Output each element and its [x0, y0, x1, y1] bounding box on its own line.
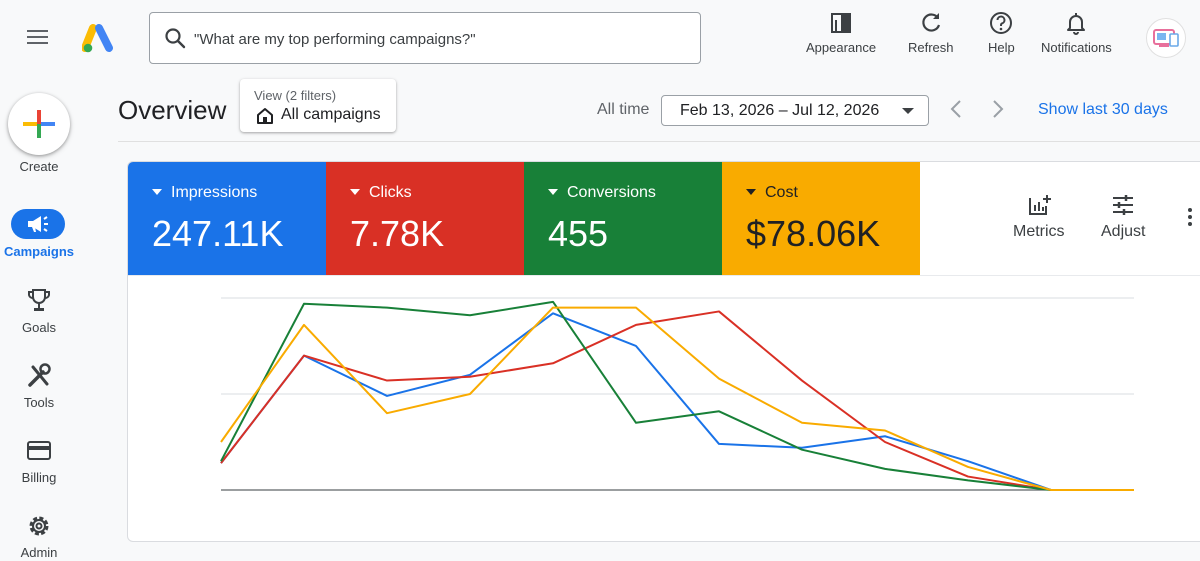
tools-label: Tools — [23, 395, 55, 410]
notifications-label: Notifications — [1041, 40, 1112, 55]
card-separator — [128, 275, 1200, 276]
metric-label: Clicks — [350, 184, 412, 202]
metric-value: 7.78K — [350, 213, 445, 254]
metric-label: Impressions — [152, 184, 257, 202]
range-label: All time — [597, 101, 650, 118]
metric-tile-cost[interactable]: Cost $78.06K — [722, 162, 920, 275]
performance-line-chart — [220, 297, 1134, 491]
series-line-1[interactable] — [220, 312, 1134, 491]
search-bar[interactable] — [149, 12, 701, 64]
menu-icon-bar — [27, 36, 48, 38]
page-title: Overview — [118, 95, 227, 125]
home-icon — [257, 108, 273, 124]
admin-label: Admin — [20, 545, 58, 560]
appearance-button[interactable]: Appearance — [806, 10, 876, 55]
date-range-value: Feb 13, 2026 – Jul 12, 2026 — [680, 102, 880, 119]
performance-card: Impressions 247.11K Clicks 7.78K Convers… — [127, 161, 1200, 542]
billing-card-icon[interactable] — [24, 437, 54, 465]
appearance-icon — [831, 13, 852, 33]
refresh-label: Refresh — [908, 40, 954, 55]
view-selector[interactable]: View (2 filters) All campaigns — [240, 79, 396, 132]
campaigns-nav-button[interactable] — [11, 209, 65, 239]
search-icon — [165, 28, 186, 49]
menu-icon-bar — [27, 30, 48, 32]
bell-icon — [1067, 13, 1086, 35]
series-line-3[interactable] — [220, 300, 1134, 491]
tune-icon — [1113, 195, 1134, 215]
caret-down-icon — [902, 108, 914, 114]
more-dot — [1188, 208, 1192, 212]
campaigns-label: Campaigns — [3, 244, 75, 259]
goals-label: Goals — [22, 320, 56, 335]
adjust-label: Adjust — [1101, 223, 1146, 240]
appearance-label: Appearance — [806, 40, 877, 55]
more-dot — [1188, 222, 1192, 226]
metrics-label: Metrics — [1013, 223, 1065, 240]
campaigns-megaphone-icon — [28, 216, 48, 232]
show-last-30-days-link[interactable]: Show last 30 days — [1038, 101, 1168, 118]
metric-value: 247.11K — [152, 213, 284, 254]
account-avatar-icon — [1153, 29, 1179, 47]
add-chart-icon — [1028, 195, 1051, 215]
help-button[interactable]: Help — [988, 10, 1015, 55]
view-name: All campaigns — [281, 106, 381, 123]
header-divider — [118, 141, 1200, 142]
date-range-picker[interactable]: Feb 13, 2026 – Jul 12, 2026 — [661, 95, 929, 126]
refresh-icon — [922, 13, 940, 32]
metric-value: 455 — [548, 213, 609, 254]
series-line-4[interactable] — [220, 306, 1134, 491]
adjust-button[interactable]: Adjust — [1101, 192, 1145, 241]
create-label: Create — [19, 159, 59, 174]
series-line-2[interactable] — [220, 310, 1134, 491]
more-dot — [1188, 215, 1192, 219]
metric-tile-conversions[interactable]: Conversions 455 — [524, 162, 722, 275]
metrics-button[interactable]: Metrics — [1013, 192, 1065, 241]
admin-gear-icon[interactable] — [24, 512, 54, 540]
tools-wrench-icon[interactable] — [24, 362, 54, 390]
account-avatar[interactable] — [1146, 18, 1186, 58]
goals-trophy-icon[interactable] — [24, 287, 54, 315]
refresh-button[interactable]: Refresh — [908, 10, 954, 55]
notifications-button[interactable]: Notifications — [1041, 10, 1112, 55]
plus-icon — [23, 110, 55, 138]
metric-tile-impressions[interactable]: Impressions 247.11K — [128, 162, 326, 275]
metric-label: Cost — [746, 184, 798, 202]
metric-value: $78.06K — [746, 213, 881, 254]
help-label: Help — [988, 40, 1015, 55]
chevron-right-icon[interactable] — [988, 98, 1008, 120]
search-input[interactable] — [192, 26, 686, 52]
google-ads-logo-icon[interactable] — [82, 24, 114, 54]
help-icon — [990, 12, 1013, 34]
chart-series — [220, 300, 1134, 491]
metric-tile-clicks[interactable]: Clicks 7.78K — [326, 162, 524, 275]
chevron-left-icon[interactable] — [946, 98, 966, 120]
main-menu-button[interactable] — [24, 26, 52, 52]
billing-label: Billing — [21, 470, 57, 485]
view-filters-label: View (2 filters) — [254, 88, 337, 103]
more-options-button[interactable] — [1188, 208, 1194, 229]
create-button[interactable] — [8, 93, 70, 155]
metric-label: Conversions — [548, 184, 656, 202]
menu-icon-bar — [27, 42, 48, 44]
